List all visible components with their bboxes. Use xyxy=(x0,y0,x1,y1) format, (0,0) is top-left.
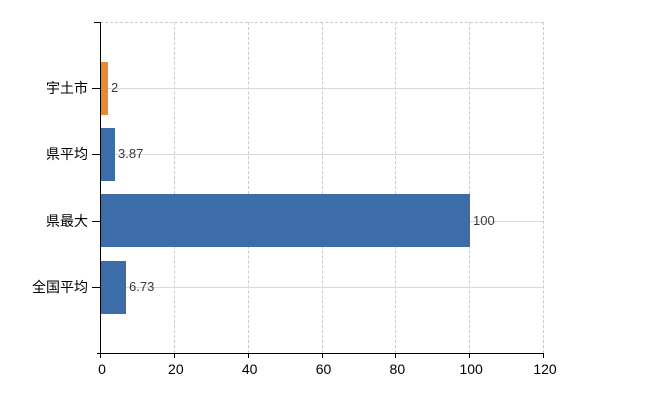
x-tick-label: 20 xyxy=(168,361,184,377)
x-axis-tick xyxy=(395,353,397,358)
vertical-gridline xyxy=(395,22,397,353)
x-axis-tick xyxy=(321,353,323,358)
x-tick-label: 0 xyxy=(98,361,106,377)
category-tick xyxy=(92,287,100,288)
x-tick-label: 80 xyxy=(389,361,406,377)
value-label: 3.87 xyxy=(118,146,144,162)
x-tick-label: 120 xyxy=(533,361,557,377)
x-tick-label: 100 xyxy=(459,361,483,377)
value-label: 100 xyxy=(473,212,495,228)
x-axis-tick xyxy=(173,353,175,358)
bar-全国平均 xyxy=(101,260,126,314)
horizontal-gridline xyxy=(100,287,543,288)
category-tick xyxy=(92,154,100,156)
bar-県平均 xyxy=(101,127,115,181)
x-tick-label: 60 xyxy=(315,361,332,377)
category-tick xyxy=(92,88,100,89)
bar-県最大 xyxy=(101,194,470,248)
vertical-gridline xyxy=(247,22,249,353)
category-label-宇土市: 宇土市 xyxy=(46,80,88,96)
vertical-gridline xyxy=(543,22,544,353)
horizontal-gridline xyxy=(100,154,543,156)
x-tick-label: 40 xyxy=(241,361,258,377)
bar-宇土市 xyxy=(101,61,108,115)
x-axis-line xyxy=(97,353,544,354)
x-axis-tick xyxy=(469,353,471,358)
x-axis-tick xyxy=(247,353,249,358)
horizontal-gridline xyxy=(100,88,543,89)
category-label-県最大: 県最大 xyxy=(46,212,88,229)
x-axis-tick xyxy=(100,353,101,358)
category-label-全国平均: 全国平均 xyxy=(32,279,88,295)
vertical-gridline xyxy=(469,22,471,353)
value-label: 2 xyxy=(111,80,119,95)
vertical-gridline xyxy=(321,22,323,353)
vertical-gridline xyxy=(173,22,175,353)
y-axis-top-tick xyxy=(94,22,100,23)
category-tick xyxy=(92,220,100,222)
x-axis-tick xyxy=(543,353,544,358)
category-label-県平均: 県平均 xyxy=(46,146,88,163)
y-axis-line xyxy=(100,22,101,354)
value-label: 6.73 xyxy=(129,279,155,294)
